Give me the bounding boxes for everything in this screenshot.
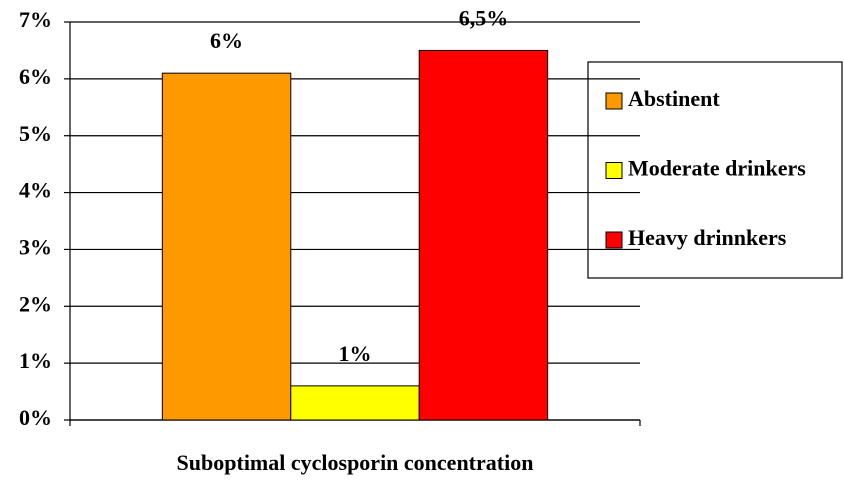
legend-swatch xyxy=(605,92,623,110)
legend xyxy=(587,61,843,279)
legend-label: Heavy drinnkers xyxy=(628,225,787,250)
x-tick-label: Suboptimal cyclosporin concentration xyxy=(177,450,534,475)
y-tick-label: 1% xyxy=(19,348,52,373)
y-tick-label: 3% xyxy=(19,234,52,259)
value-label: 6% xyxy=(210,28,243,53)
bar xyxy=(161,72,292,421)
y-tick-label: 7% xyxy=(19,7,52,32)
y-tick-label: 5% xyxy=(19,121,52,146)
legend-label: Moderate drinkers xyxy=(628,156,806,181)
y-tick-label: 6% xyxy=(19,64,52,89)
y-tick-label: 4% xyxy=(19,178,52,203)
bar xyxy=(418,49,549,421)
legend-swatch xyxy=(605,231,623,249)
y-tick-label: 2% xyxy=(19,291,52,316)
value-label: 6,5% xyxy=(459,5,509,30)
y-tick-label: 0% xyxy=(19,405,52,430)
legend-label: Abstinent xyxy=(628,86,720,111)
bar xyxy=(290,385,420,421)
value-label: 1% xyxy=(339,341,372,366)
legend-swatch xyxy=(605,162,623,179)
